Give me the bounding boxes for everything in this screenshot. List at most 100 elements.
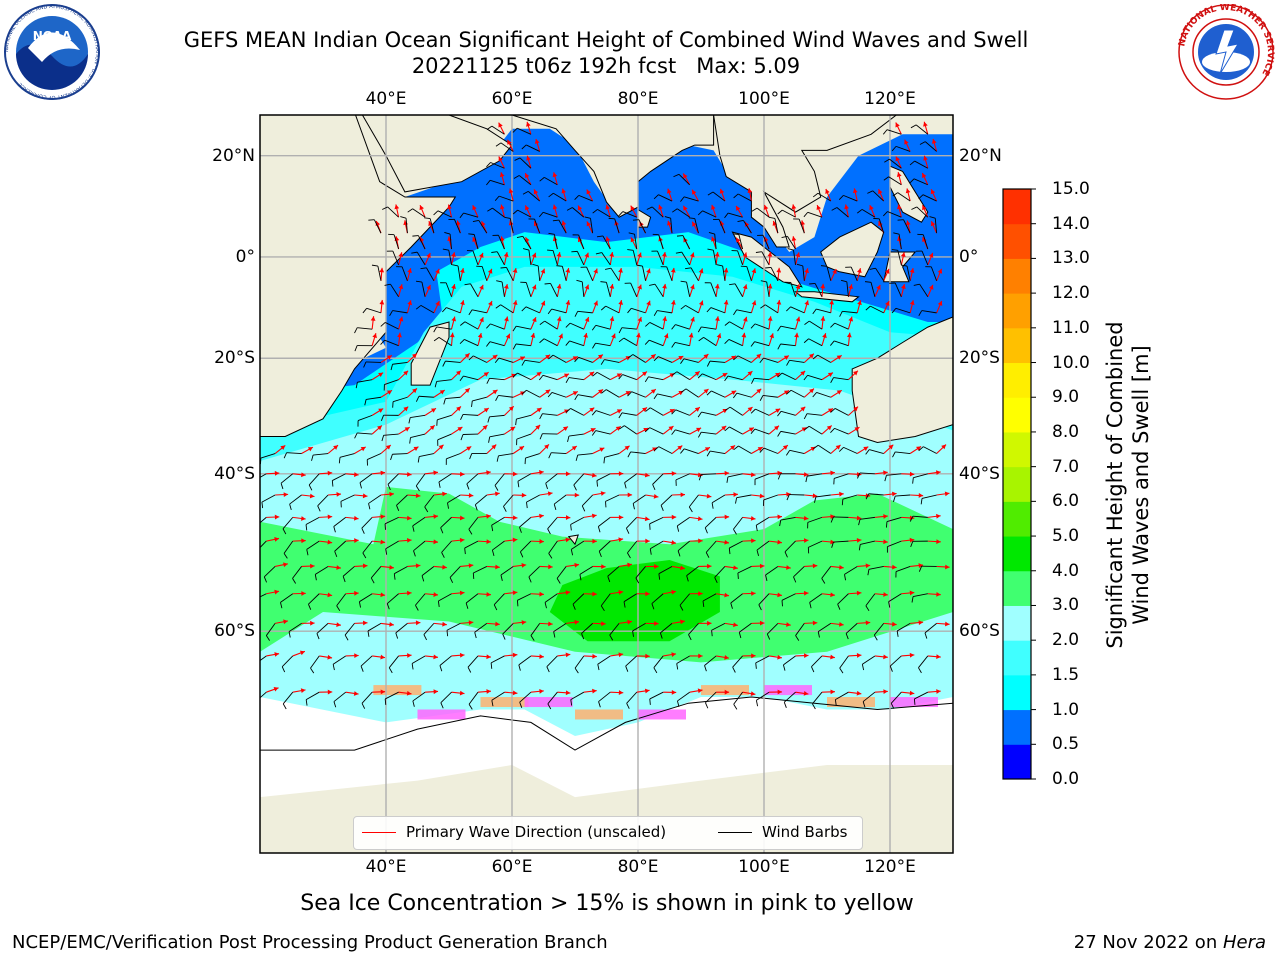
colorbar-tick-label: 0.0 bbox=[1052, 769, 1080, 789]
wind-barb bbox=[384, 339, 399, 347]
wind-barb bbox=[887, 211, 902, 218]
wind-barb bbox=[410, 414, 426, 419]
colorbar-segment bbox=[1003, 744, 1031, 780]
wind-barb-flag bbox=[574, 195, 580, 201]
wave-arrow-head bbox=[616, 409, 622, 414]
wind-barb-flag bbox=[415, 485, 420, 492]
wind-barb bbox=[780, 430, 796, 435]
wind-barb bbox=[701, 473, 717, 476]
wind-barb bbox=[490, 162, 505, 169]
wind-barb-flag bbox=[839, 311, 843, 317]
wind-barb-flag bbox=[676, 663, 679, 670]
wind-barb bbox=[754, 428, 770, 435]
lon-tick-label-bottom: 40°E bbox=[365, 857, 407, 877]
wave-arrow-head bbox=[492, 389, 498, 395]
chart-title: GEFS MEAN Indian Ocean Significant Heigh… bbox=[183, 28, 1029, 52]
wind-barb bbox=[464, 540, 479, 549]
wind-barb-flag bbox=[472, 219, 479, 223]
wind-barb-flag bbox=[652, 484, 656, 491]
wind-barb-flag bbox=[565, 322, 571, 328]
wave-arrow-head bbox=[804, 300, 810, 306]
wind-barb bbox=[676, 371, 690, 381]
wave-arrow-head bbox=[486, 591, 491, 597]
wave-arrow-head bbox=[820, 316, 826, 321]
wave-arrow-head bbox=[637, 284, 642, 290]
wind-barb-flag bbox=[539, 433, 543, 440]
wave-arrow-head bbox=[605, 236, 611, 242]
wind-barb-flag bbox=[918, 565, 923, 572]
wave-arrow-head bbox=[646, 300, 651, 306]
wind-barb bbox=[544, 177, 558, 186]
wave-arrow-head bbox=[804, 268, 809, 274]
wave-arrow-head bbox=[671, 300, 676, 305]
wind-barb bbox=[577, 453, 593, 456]
wind-barb-flag bbox=[804, 425, 810, 431]
wind-barb-flag bbox=[289, 503, 292, 510]
wind-barb-flag bbox=[796, 263, 803, 267]
wind-barb-flag bbox=[632, 503, 635, 510]
wave-arrow-head bbox=[724, 539, 729, 545]
wave-arrow-head bbox=[668, 426, 674, 431]
wind-barb bbox=[384, 516, 399, 525]
wind-barb bbox=[260, 453, 276, 459]
wave-arrow-head bbox=[637, 316, 642, 322]
wind-barb bbox=[912, 515, 928, 518]
wave-arrow-head bbox=[751, 591, 756, 596]
wave-arrow-head bbox=[836, 355, 842, 360]
wind-barb-flag bbox=[308, 484, 313, 491]
wind-barb bbox=[597, 655, 611, 665]
wind-barb bbox=[924, 141, 937, 152]
wave-arrow-head bbox=[536, 407, 542, 413]
wind-barb-flag bbox=[393, 573, 396, 580]
wind-barb bbox=[547, 691, 558, 705]
colorbar-segment bbox=[1003, 640, 1031, 676]
wind-barb-flag bbox=[644, 339, 650, 345]
colorbar-segment bbox=[1003, 397, 1031, 433]
wave-arrow-head bbox=[909, 690, 915, 696]
wind-barb-flag bbox=[918, 446, 924, 451]
wind-barb-flag bbox=[496, 455, 499, 462]
wave-arrow-head bbox=[456, 370, 461, 376]
wind-barb bbox=[473, 355, 487, 363]
wind-barb bbox=[869, 449, 884, 454]
wind-barb bbox=[888, 176, 902, 186]
wind-barb-flag bbox=[491, 700, 494, 707]
wave-arrow-head bbox=[521, 620, 527, 625]
wind-barb-flag bbox=[706, 450, 711, 457]
wind-barb bbox=[392, 362, 408, 365]
wave-arrow-head bbox=[857, 268, 862, 274]
wave-arrow-head bbox=[671, 471, 677, 476]
wave-arrow-head bbox=[389, 564, 394, 570]
wave-arrow-head bbox=[439, 390, 445, 395]
wind-barb bbox=[809, 593, 823, 603]
wave-arrow-head bbox=[419, 205, 424, 211]
wave-arrow-head bbox=[394, 204, 400, 210]
wind-barb-flag bbox=[724, 406, 731, 411]
wind-barb-flag bbox=[618, 211, 624, 217]
wind-barb-flag bbox=[909, 515, 914, 522]
wave-arrow-head bbox=[769, 333, 774, 339]
wind-barb bbox=[684, 448, 699, 454]
wind-barb bbox=[468, 517, 479, 530]
wind-barb bbox=[568, 433, 584, 437]
wave-arrow-head bbox=[512, 652, 518, 658]
wind-barb-flag bbox=[417, 456, 420, 463]
wave-arrow-head bbox=[379, 267, 385, 273]
wind-barb bbox=[710, 282, 717, 297]
wave-arrow-head bbox=[592, 653, 597, 659]
wind-barb bbox=[305, 516, 320, 525]
wind-barb bbox=[780, 516, 796, 521]
wave-arrow-head bbox=[909, 590, 915, 596]
wind-barb-flag bbox=[519, 702, 523, 708]
wind-barb-flag bbox=[711, 502, 714, 509]
wind-barb-flag bbox=[918, 667, 922, 674]
wave-direction-legend-swatch bbox=[362, 832, 396, 833]
wave-arrow-head bbox=[865, 563, 871, 569]
wind-barb bbox=[632, 354, 646, 363]
wind-barb-flag bbox=[362, 552, 367, 559]
wind-barb bbox=[410, 433, 426, 439]
wave-arrow-head bbox=[809, 388, 815, 394]
wind-barb-flag bbox=[548, 452, 552, 459]
wind-barb bbox=[526, 144, 540, 152]
wind-barb-flag bbox=[521, 360, 526, 366]
